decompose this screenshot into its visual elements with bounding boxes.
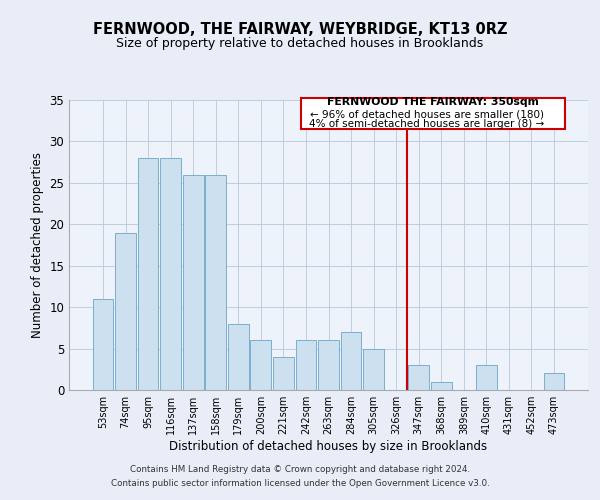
Text: ← 96% of detached houses are smaller (180): ← 96% of detached houses are smaller (18… (310, 109, 544, 119)
Bar (273, 357, 294, 390)
Bar (250, 340, 271, 390)
FancyBboxPatch shape (301, 98, 565, 129)
Text: Contains HM Land Registry data © Crown copyright and database right 2024.
Contai: Contains HM Land Registry data © Crown c… (110, 466, 490, 487)
Text: FERNWOOD THE FAIRWAY: 350sqm: FERNWOOD THE FAIRWAY: 350sqm (328, 98, 539, 108)
Y-axis label: Number of detached properties: Number of detached properties (31, 152, 44, 338)
Bar (341, 332, 361, 390)
X-axis label: Distribution of detached houses by size in Brooklands: Distribution of detached houses by size … (169, 440, 488, 453)
Text: 4% of semi-detached houses are larger (8) →: 4% of semi-detached houses are larger (8… (309, 119, 544, 129)
Bar (228, 324, 248, 390)
Text: Size of property relative to detached houses in Brooklands: Size of property relative to detached ho… (116, 38, 484, 51)
Bar (409, 365, 429, 390)
Bar (363, 348, 384, 390)
Bar (183, 174, 203, 390)
Bar (296, 340, 316, 390)
Bar (92, 299, 113, 390)
Bar (544, 374, 565, 390)
Bar (160, 158, 181, 390)
Text: FERNWOOD, THE FAIRWAY, WEYBRIDGE, KT13 0RZ: FERNWOOD, THE FAIRWAY, WEYBRIDGE, KT13 0… (93, 22, 507, 38)
Bar (115, 232, 136, 390)
Bar (476, 365, 497, 390)
Bar (318, 340, 339, 390)
Bar (205, 174, 226, 390)
Bar (137, 158, 158, 390)
Bar (431, 382, 452, 390)
